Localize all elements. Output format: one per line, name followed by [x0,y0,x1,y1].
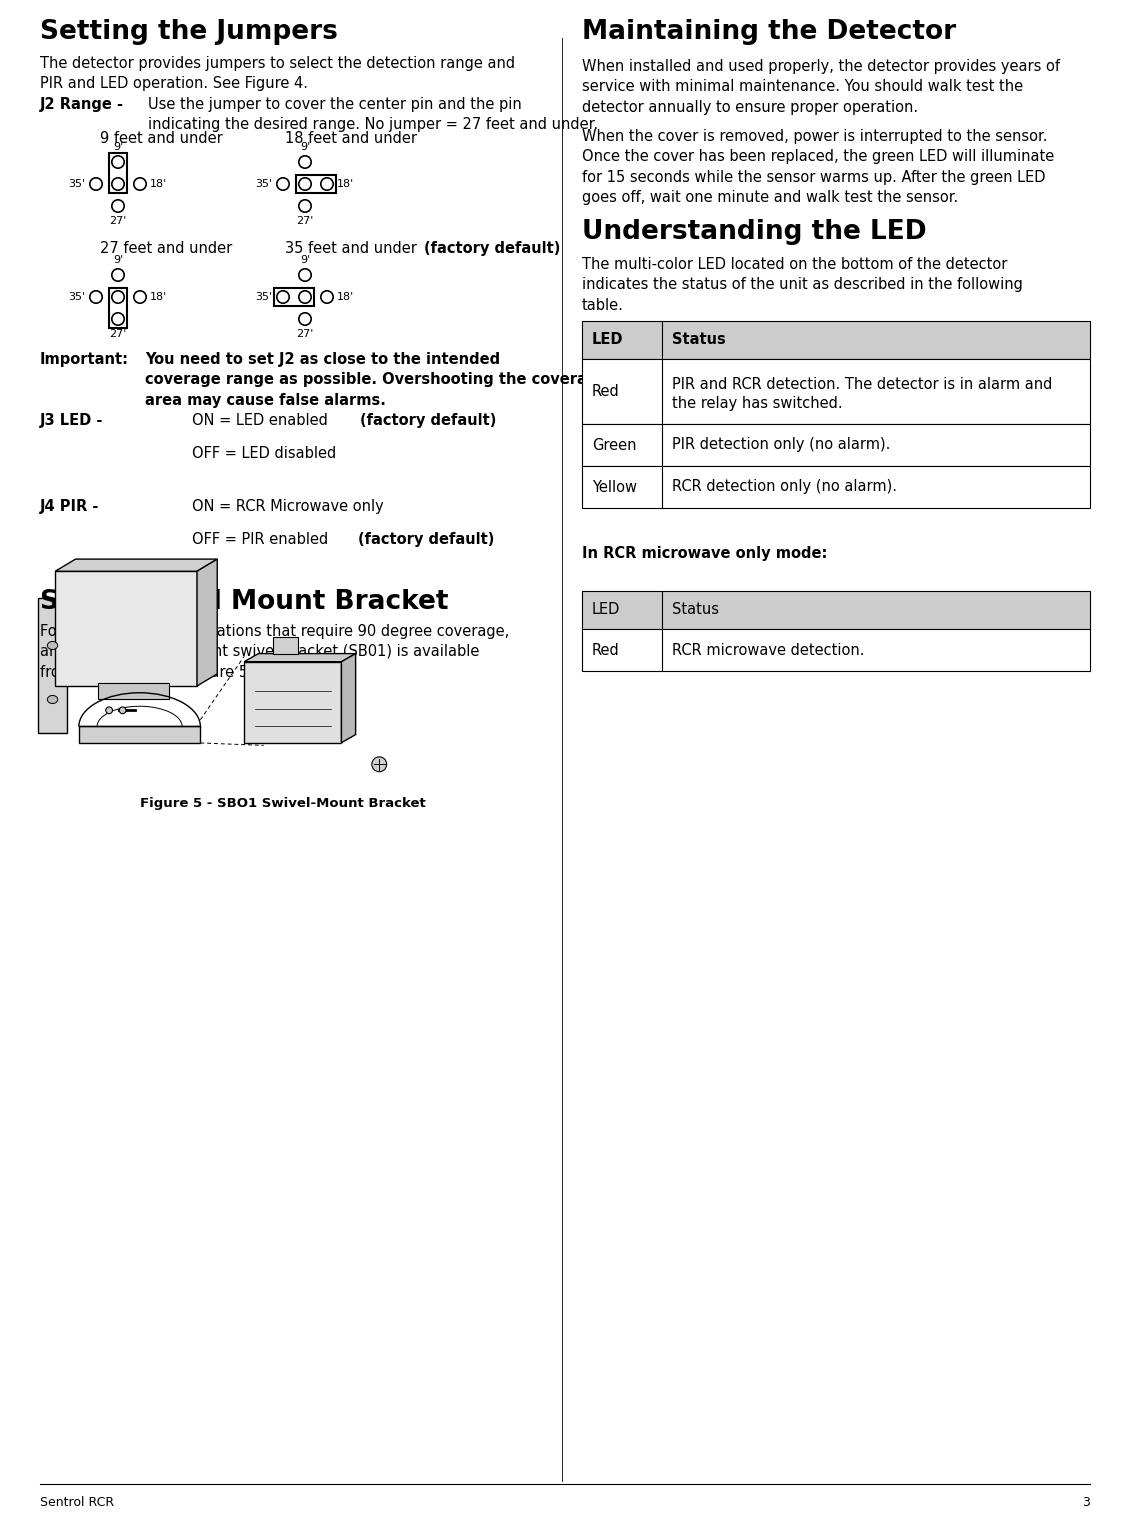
Text: OFF = LED disabled: OFF = LED disabled [192,447,337,460]
Bar [79,726,200,743]
Ellipse shape [47,696,58,703]
Text: Red: Red [592,643,619,658]
Text: LED: LED [592,333,624,348]
Text: LED: LED [592,603,620,618]
Text: ON = LED enabled: ON = LED enabled [192,413,332,428]
Circle shape [120,706,125,714]
Text: In RCR microwave only mode:: In RCR microwave only mode: [582,545,827,561]
Text: 9': 9' [113,255,123,264]
Text: Use the jumper to cover the center pin and the pin
indicating the desired range.: Use the jumper to cover the center pin a… [148,97,598,132]
Text: Figure 5 - SBO1 Swivel-Mount Bracket: Figure 5 - SBO1 Swivel-Mount Bracket [140,797,426,810]
Text: 18': 18' [150,292,167,302]
Text: RCR detection only (no alarm).: RCR detection only (no alarm). [672,480,897,495]
Bar [582,591,1090,629]
Text: 18 feet and under: 18 feet and under [285,131,417,146]
Text: PIR detection only (no alarm).: PIR detection only (no alarm). [672,437,890,453]
Bar [273,287,314,307]
Polygon shape [197,559,217,687]
Text: Setting the Jumpers: Setting the Jumpers [40,20,338,46]
Text: 9': 9' [113,141,123,152]
Circle shape [106,706,113,714]
Text: Understanding the LED: Understanding the LED [582,219,927,245]
Text: Red: Red [592,384,619,399]
Ellipse shape [47,641,58,650]
Circle shape [372,756,386,772]
Text: ON = RCR Microwave only: ON = RCR Microwave only [192,500,384,513]
Bar [582,629,1090,671]
Text: J4 PIR -: J4 PIR - [40,500,99,513]
Text: 35': 35' [255,179,272,188]
Polygon shape [37,598,68,734]
Polygon shape [55,571,197,687]
Text: 35': 35' [69,292,86,302]
Text: 27': 27' [296,216,314,226]
Text: 3: 3 [1083,1496,1090,1508]
Text: For ceiling-mount applications that require 90 degree coverage,
an optional ceil: For ceiling-mount applications that requ… [40,624,510,681]
Text: When installed and used properly, the detector provides years of
service with mi: When installed and used properly, the de… [582,59,1060,115]
Text: 35': 35' [69,179,86,188]
Bar [98,684,168,700]
Text: You need to set J2 as close to the intended
coverage range as possible. Overshoo: You need to set J2 as close to the inten… [145,352,608,407]
Bar [108,287,128,328]
Text: 18': 18' [150,179,167,188]
Text: 27': 27' [110,216,127,226]
Text: (factory default): (factory default) [358,532,495,547]
Bar [582,466,1090,507]
Text: Sentrol RCR: Sentrol RCR [40,1496,114,1508]
Text: 35 feet and under: 35 feet and under [285,242,421,257]
Bar [582,424,1090,466]
Text: 18': 18' [337,179,355,188]
Text: 9': 9' [299,255,310,264]
Text: Yellow: Yellow [592,480,637,495]
Text: The multi-color LED located on the bottom of the detector
indicates the status o: The multi-color LED located on the botto… [582,257,1023,313]
Text: 27': 27' [110,330,127,339]
Text: 35': 35' [255,292,272,302]
Text: (factory default): (factory default) [360,413,496,428]
Text: 9 feet and under: 9 feet and under [99,131,223,146]
Bar [273,638,297,653]
Text: 27': 27' [296,330,314,339]
Text: Status: Status [672,603,719,618]
Text: 27 feet and under: 27 feet and under [99,242,233,257]
Text: Maintaining the Detector: Maintaining the Detector [582,20,956,46]
Text: J3 LED -: J3 LED - [40,413,103,428]
Text: PIR and RCR detection. The detector is in alarm and
the relay has switched.: PIR and RCR detection. The detector is i… [672,377,1052,412]
Polygon shape [341,653,356,743]
Text: The detector provides jumpers to select the detection range and
PIR and LED oper: The detector provides jumpers to select … [40,56,515,91]
Polygon shape [244,662,341,743]
Text: 9': 9' [299,141,310,152]
Text: Green: Green [592,437,636,453]
Polygon shape [244,653,356,662]
Text: (factory default): (factory default) [424,242,560,257]
Text: RCR microwave detection.: RCR microwave detection. [672,643,864,658]
Text: 18': 18' [337,292,355,302]
Bar [108,153,128,193]
Bar [582,321,1090,358]
Text: Status: Status [672,333,725,348]
Polygon shape [55,559,217,571]
Bar [582,358,1090,424]
Text: OFF = PIR enabled: OFF = PIR enabled [192,532,333,547]
Text: SB01 Swivel Mount Bracket: SB01 Swivel Mount Bracket [40,589,449,615]
Text: When the cover is removed, power is interrupted to the sensor.
Once the cover ha: When the cover is removed, power is inte… [582,129,1054,205]
Bar [296,175,337,193]
Text: Important:: Important: [40,352,129,368]
Text: J2 Range -: J2 Range - [40,97,124,112]
